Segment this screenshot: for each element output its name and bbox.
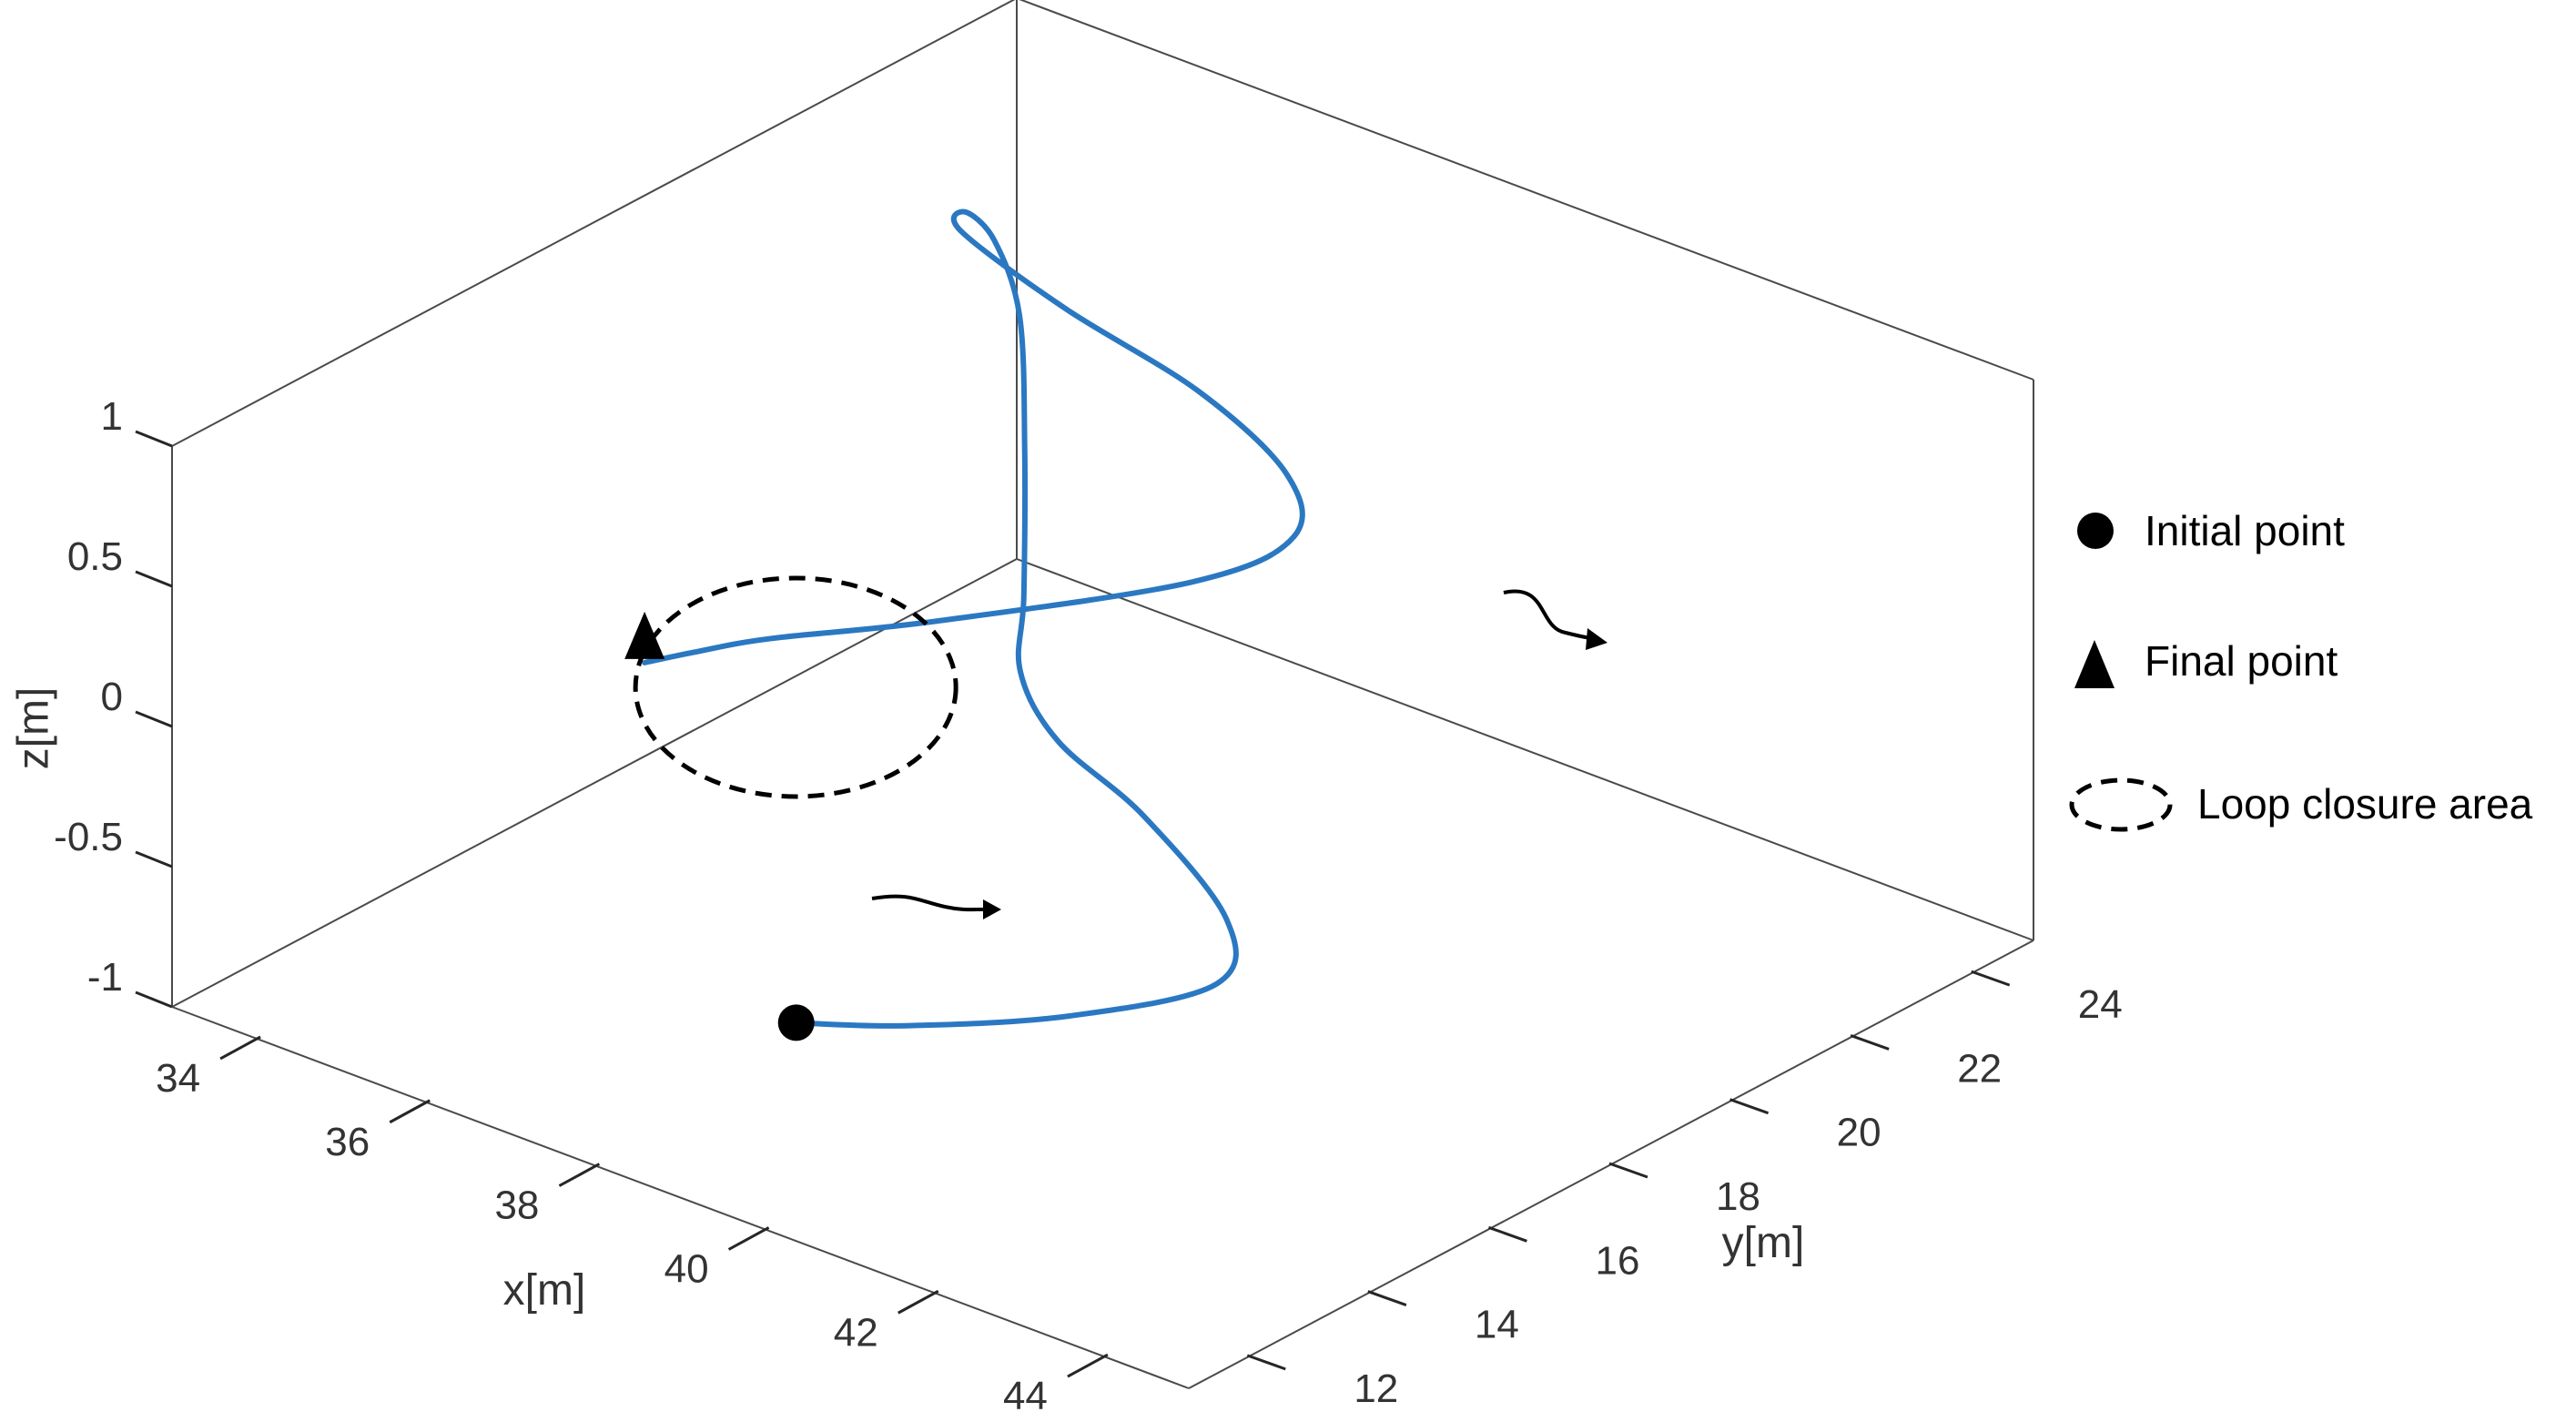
y-tick-label: 12 — [1354, 1366, 1398, 1411]
z-tick-mark — [135, 430, 173, 448]
loop-closure-area-marker — [633, 575, 958, 799]
x-tick-label: 34 — [156, 1056, 200, 1101]
legend-label-loop-closure-area: Loop closure area — [2197, 780, 2533, 828]
y-tick-label: 16 — [1595, 1238, 1639, 1283]
y-axis-label: y[m] — [1722, 1219, 1805, 1267]
y-tick-mark — [1971, 970, 2011, 987]
z-tick-mark — [135, 570, 173, 588]
z-axis-label: z[m] — [10, 687, 58, 770]
x-axis-label: x[m] — [503, 1266, 586, 1315]
box-edge-floor-front-left — [171, 1006, 1190, 1389]
direction-arrow-start-head — [983, 899, 1001, 919]
x-tick-mark — [558, 1163, 601, 1187]
x-tick-label: 40 — [664, 1246, 709, 1291]
x-tick-label: 44 — [1003, 1374, 1048, 1418]
z-tick-mark — [135, 990, 173, 1009]
legend-label-final-point: Final point — [2145, 637, 2338, 685]
trajectory-line — [642, 208, 1305, 1029]
x-tick-label: 42 — [834, 1310, 878, 1355]
z-tick-label: -0.5 — [54, 815, 123, 859]
direction-arrow-start — [871, 894, 984, 912]
direction-arrow-loop — [1503, 589, 1592, 640]
y-tick-mark — [1608, 1162, 1648, 1179]
box-edge-top-left — [171, 0, 1016, 447]
box-edge-top-right — [1019, 0, 2034, 381]
y-tick-label: 18 — [1716, 1174, 1760, 1219]
z-tick-label: 0 — [101, 675, 123, 719]
box-edge-floor-back-left — [171, 558, 1018, 1008]
z-tick-label: 1 — [101, 394, 123, 439]
x-tick-mark — [1067, 1353, 1109, 1378]
x-tick-mark — [898, 1289, 939, 1315]
y-tick-label: 14 — [1475, 1303, 1519, 1347]
marker-layer — [624, 575, 1607, 1041]
final-point-marker — [624, 611, 665, 659]
z-tick-mark — [135, 850, 173, 868]
x-tick-label: 38 — [494, 1183, 539, 1228]
x-tick-mark — [727, 1226, 770, 1251]
loop-closure-legend-marker — [2069, 777, 2173, 832]
z-tick-label: 0.5 — [67, 534, 123, 579]
y-tick-mark — [1729, 1098, 1770, 1115]
y-tick-mark — [1487, 1225, 1527, 1243]
x-tick-mark — [219, 1035, 261, 1061]
trajectory-layer — [642, 208, 1305, 1029]
y-tick-mark — [1850, 1034, 1890, 1051]
final-point-legend-marker — [2074, 640, 2115, 688]
legend-label-initial-point: Initial point — [2145, 507, 2345, 554]
z-tick-mark — [135, 710, 173, 728]
z-tick-label: -1 — [87, 955, 123, 1000]
box-edge-floor-back-right — [1016, 558, 2034, 941]
axis-ticks: 34 36 38 40 42 44 12 14 16 18 20 22 24 -1 -0.5 0 0.5 1 — [54, 394, 2123, 1418]
y-tick-label: 22 — [1957, 1046, 2002, 1091]
y-tick-mark — [1367, 1290, 1407, 1306]
legend: Initial point Final point Loop closure a… — [2069, 507, 2533, 832]
initial-point-legend-marker — [2077, 513, 2114, 549]
y-tick-mark — [1246, 1354, 1286, 1371]
x-tick-label: 36 — [325, 1120, 370, 1164]
initial-point-marker — [777, 1004, 815, 1041]
y-tick-label: 20 — [1837, 1111, 1881, 1155]
x-tick-mark — [389, 1099, 431, 1124]
y-tick-label: 24 — [2078, 982, 2123, 1027]
direction-arrow-loop-head — [1586, 628, 1607, 650]
